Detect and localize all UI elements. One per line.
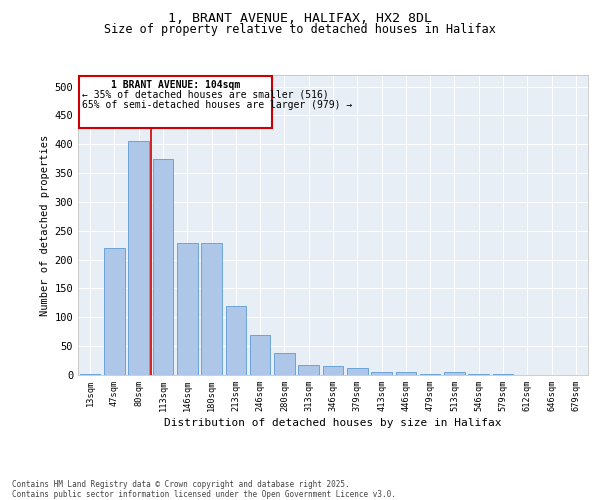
Bar [493, 374, 514, 375]
Bar [444, 372, 465, 375]
Bar [274, 353, 295, 375]
Text: 1, BRANT AVENUE, HALIFAX, HX2 8DL: 1, BRANT AVENUE, HALIFAX, HX2 8DL [168, 12, 432, 26]
Bar [371, 372, 392, 375]
Text: Size of property relative to detached houses in Halifax: Size of property relative to detached ho… [104, 22, 496, 36]
Bar [250, 334, 271, 375]
Text: 65% of semi-detached houses are larger (979) →: 65% of semi-detached houses are larger (… [82, 100, 352, 110]
Text: 1 BRANT AVENUE: 104sqm: 1 BRANT AVENUE: 104sqm [111, 80, 241, 90]
Bar [80, 374, 100, 375]
Bar [395, 372, 416, 375]
Text: Contains HM Land Registry data © Crown copyright and database right 2025.
Contai: Contains HM Land Registry data © Crown c… [12, 480, 396, 499]
Bar [104, 248, 125, 375]
Bar [201, 244, 222, 375]
Bar [420, 374, 440, 375]
Bar [177, 244, 197, 375]
Bar [152, 158, 173, 375]
Bar [128, 142, 149, 375]
Bar [226, 306, 246, 375]
Y-axis label: Number of detached properties: Number of detached properties [40, 134, 50, 316]
Bar [323, 366, 343, 375]
Text: ← 35% of detached houses are smaller (516): ← 35% of detached houses are smaller (51… [82, 90, 328, 100]
Bar [79, 76, 272, 128]
X-axis label: Distribution of detached houses by size in Halifax: Distribution of detached houses by size … [164, 418, 502, 428]
Bar [347, 368, 368, 375]
Bar [469, 374, 489, 375]
Bar [298, 364, 319, 375]
